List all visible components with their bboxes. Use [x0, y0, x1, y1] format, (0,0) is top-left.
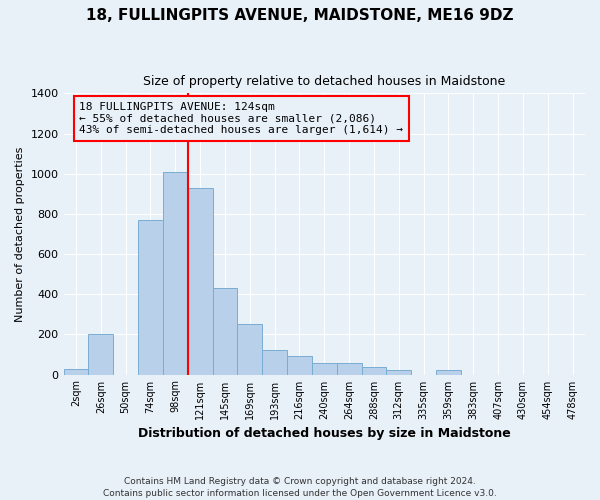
- Bar: [362, 366, 386, 374]
- Text: Contains HM Land Registry data © Crown copyright and database right 2024.
Contai: Contains HM Land Registry data © Crown c…: [103, 476, 497, 498]
- Bar: [287, 356, 312, 374]
- Y-axis label: Number of detached properties: Number of detached properties: [15, 146, 25, 322]
- Bar: [386, 370, 411, 374]
- Bar: [212, 288, 238, 374]
- Text: 18 FULLINGPITS AVENUE: 124sqm
← 55% of detached houses are smaller (2,086)
43% o: 18 FULLINGPITS AVENUE: 124sqm ← 55% of d…: [79, 102, 403, 135]
- Bar: [163, 172, 188, 374]
- Bar: [188, 188, 212, 374]
- Bar: [88, 334, 113, 374]
- X-axis label: Distribution of detached houses by size in Maidstone: Distribution of detached houses by size …: [138, 427, 511, 440]
- Bar: [64, 368, 88, 374]
- Bar: [238, 324, 262, 374]
- Title: Size of property relative to detached houses in Maidstone: Size of property relative to detached ho…: [143, 75, 505, 88]
- Bar: [262, 350, 287, 374]
- Bar: [312, 362, 337, 374]
- Bar: [138, 220, 163, 374]
- Bar: [337, 362, 362, 374]
- Text: 18, FULLINGPITS AVENUE, MAIDSTONE, ME16 9DZ: 18, FULLINGPITS AVENUE, MAIDSTONE, ME16 …: [86, 8, 514, 22]
- Bar: [436, 370, 461, 374]
